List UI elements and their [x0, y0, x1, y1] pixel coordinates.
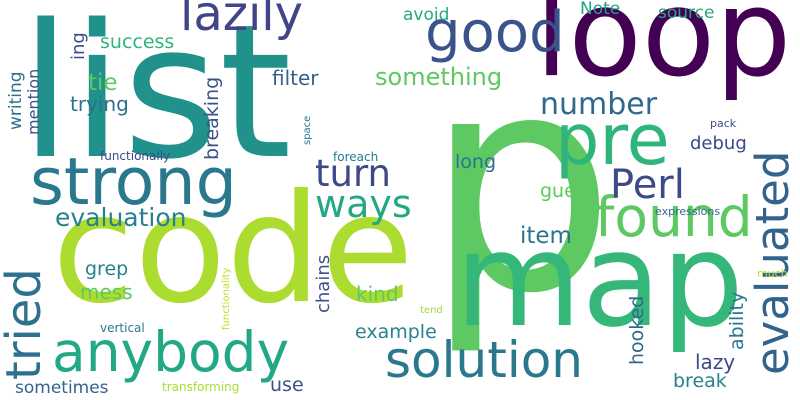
word-use: use: [270, 374, 304, 396]
word-turn: turn: [315, 152, 391, 195]
word-grep: grep: [85, 258, 129, 280]
word-number: number: [540, 87, 658, 122]
word-filter: filter: [272, 66, 319, 90]
word-tie: tie: [88, 70, 118, 96]
word-much: much: [757, 267, 788, 280]
word-sometimes: sometimes: [15, 378, 109, 398]
word-guess: guess: [540, 180, 596, 202]
word-loop: loop: [535, 0, 792, 104]
word-good: good: [425, 0, 565, 65]
word-ability: ability: [726, 291, 748, 350]
word-pack: pack: [710, 117, 737, 130]
word-example: example: [355, 321, 437, 343]
word-break: break: [673, 370, 727, 392]
word-writing: writing: [6, 71, 26, 130]
word-functionally: functionally: [100, 149, 171, 163]
word-ing: ing: [68, 32, 89, 60]
word-transforming: transforming: [162, 380, 240, 394]
word-evaluation: evaluation: [55, 203, 187, 232]
word-p: p: [425, 10, 616, 359]
word-tend: tend: [420, 305, 443, 316]
word-kind: kind: [356, 282, 399, 306]
word-item: item: [520, 223, 572, 249]
word-long: long: [455, 151, 497, 173]
word-source: source: [658, 3, 715, 23]
word-trying: trying: [70, 92, 129, 116]
word-solution: solution: [385, 331, 583, 389]
word-lazy: lazy: [695, 350, 736, 374]
word-expressions: expressions: [655, 205, 721, 218]
word-breaking: breaking: [201, 76, 223, 160]
word-avoid: avoid: [403, 5, 450, 25]
word-perl: Perl: [610, 162, 685, 208]
word-hooked: hooked: [626, 295, 648, 365]
word-debug: debug: [690, 133, 747, 154]
word-evaluated: evaluated: [746, 150, 799, 375]
word-list: list: [20, 0, 292, 200]
word-something: something: [375, 63, 503, 91]
word-anybody: anybody: [52, 320, 290, 384]
word-functionality: functionality: [221, 267, 232, 330]
word-ways: ways: [315, 182, 412, 226]
word-pre: pre: [555, 99, 670, 181]
word-found: found: [595, 185, 753, 249]
word-code: code: [52, 163, 414, 337]
word-vertical: vertical: [100, 321, 145, 335]
word-tried: tried: [0, 268, 52, 380]
word-strong: strong: [30, 145, 237, 220]
word-success: success: [100, 31, 175, 53]
word-mess: mess: [80, 280, 133, 304]
word-mention: mention: [24, 68, 43, 135]
word-lazily: lazily: [180, 0, 304, 42]
word-chains: chains: [313, 254, 334, 313]
word-foreach: foreach: [333, 150, 379, 164]
word-map: map: [455, 204, 744, 356]
word-note: Note: [580, 0, 621, 19]
word-space: space: [302, 115, 313, 145]
